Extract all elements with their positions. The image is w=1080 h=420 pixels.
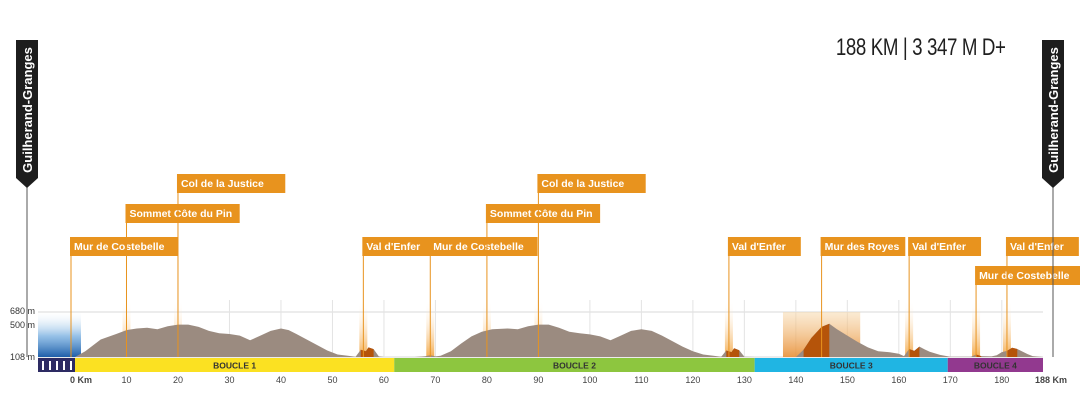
climb-fill: [1006, 347, 1018, 357]
y-tick-label: 108 m: [10, 352, 35, 362]
x-tick-label: 0 Km: [70, 375, 92, 385]
start-area: [38, 310, 81, 357]
loop-segment: [394, 358, 755, 372]
x-tick-label: 150: [840, 375, 855, 385]
climb-label-box: [727, 237, 801, 256]
climb-label: Val d'Enfer: [1010, 241, 1064, 253]
start-hatch-bar: [70, 361, 72, 370]
start-hatch-bar: [63, 361, 65, 370]
race-headline: 188 KM | 3 347 M D+: [836, 34, 1006, 61]
climb-label-box: [485, 204, 601, 223]
start-hatch-bar: [49, 361, 51, 370]
climb-fill: [726, 348, 740, 357]
climb-label: Sommet Côte du Pin: [490, 208, 593, 220]
x-tick-label: 130: [737, 375, 752, 385]
city-banners: Guilherand-Granges Guilherand-Granges: [16, 40, 1064, 357]
x-tick-label: 180: [994, 375, 1009, 385]
loop-segment: [754, 358, 948, 372]
start-hatch-bar: [56, 361, 58, 370]
climb-label: Col de la Justice: [181, 178, 264, 190]
climb-label-box: [537, 174, 646, 193]
climb-label-box: [70, 237, 179, 256]
loop-segment: [947, 358, 1043, 372]
start-hatch-bar: [42, 361, 44, 370]
climb-label: Mur de Costebelle: [979, 270, 1070, 282]
finish-banner-label: Guilherand-Granges: [1046, 47, 1061, 173]
terrain: [75, 323, 1043, 357]
climb-label-box: [429, 237, 538, 256]
x-tick-label: 40: [276, 375, 286, 385]
x-tick-label: 70: [430, 375, 440, 385]
x-tick-label: 110: [634, 375, 648, 385]
x-tick-label: 160: [891, 375, 906, 385]
climb-label-box: [975, 266, 1080, 285]
y-axis: 108 m 500 m 680 m: [10, 306, 35, 362]
climb-fill: [909, 346, 920, 357]
x-tick-label: 30: [224, 375, 234, 385]
x-tick-label: 170: [943, 375, 958, 385]
climb-label-box: [908, 237, 982, 256]
climb-label-box: [1005, 237, 1079, 256]
x-tick-label: 20: [173, 375, 183, 385]
climb-label: Val d'Enfer: [366, 241, 420, 253]
x-tick-label: 140: [788, 375, 803, 385]
loop-label: BOUCLE 4: [974, 361, 1017, 371]
terrain-area: [75, 323, 1043, 357]
start-banner-label: Guilherand-Granges: [20, 47, 35, 173]
y-tick-label: 680 m: [10, 306, 35, 316]
finish-banner: [1042, 40, 1064, 188]
x-tick-label: 188 Km: [1035, 375, 1067, 385]
climb-label: Sommet Côte du Pin: [129, 208, 232, 220]
x-tick-label: 60: [379, 375, 389, 385]
climb-fill: [803, 323, 830, 357]
climb-fill: [976, 354, 982, 357]
climb-label: Mur de Costebelle: [74, 241, 165, 253]
start-banner: [16, 40, 38, 188]
x-tick-label: 50: [327, 375, 337, 385]
climb-label-box: [362, 237, 436, 256]
loop-label: BOUCLE 2: [553, 361, 596, 371]
climb-markers: Mur de Costebelle Sommet Côte du Pin Col d…: [70, 174, 1080, 357]
loop-segment: [75, 358, 395, 372]
loop-label: BOUCLE 3: [830, 361, 873, 371]
climb-label: Val d'Enfer: [732, 241, 786, 253]
climb-label-box: [820, 237, 906, 256]
x-tick-label: 80: [482, 375, 492, 385]
climb-label: Val d'Enfer: [912, 241, 966, 253]
climb-label: Col de la Justice: [541, 178, 624, 190]
climb-label: Mur des Royes: [825, 241, 900, 253]
x-tick-label: 90: [533, 375, 543, 385]
y-tick-label: 500 m: [10, 320, 35, 330]
climb-fill: [360, 347, 374, 357]
x-axis: 0 Km 10 20 30 40 50 60 70 80 90 100 110 120 130 140 150…: [70, 375, 1067, 385]
climb-label-box: [125, 204, 240, 223]
loop-bar: BOUCLE 1 BOUCLE 2 BOUCLE 3 BOUCLE 4: [38, 358, 1043, 372]
x-tick-label: 10: [121, 375, 131, 385]
loop-label: BOUCLE 1: [213, 361, 256, 371]
x-tick-label: 100: [582, 375, 597, 385]
climb-label: Mur de Costebelle: [433, 241, 524, 253]
x-tick-label: 120: [685, 375, 700, 385]
climb-label-box: [176, 174, 286, 193]
